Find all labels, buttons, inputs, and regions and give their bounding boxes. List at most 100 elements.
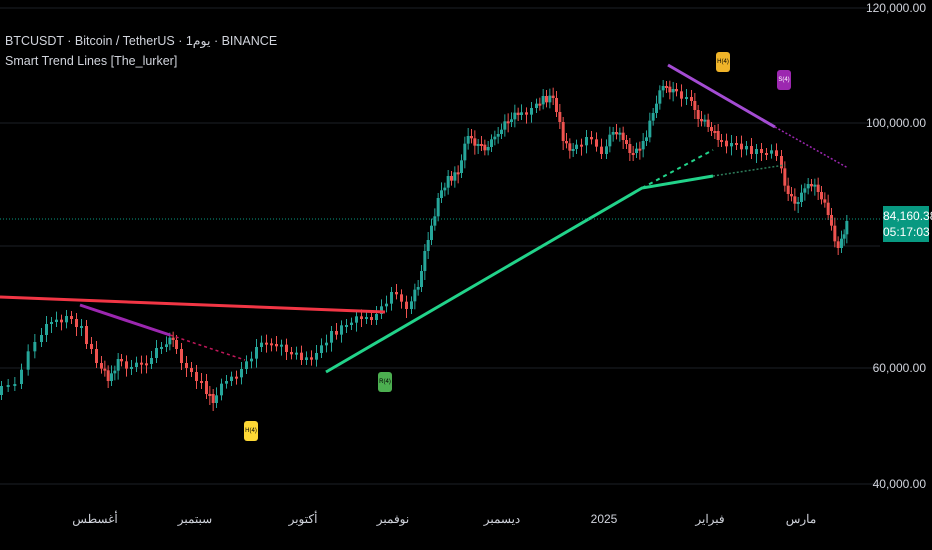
candle-body <box>648 120 652 138</box>
candle-body <box>375 314 378 320</box>
candle-body <box>605 146 608 154</box>
candle-body <box>413 289 417 302</box>
candle-body <box>595 139 598 147</box>
candle-body <box>480 144 483 146</box>
current-price: 84,160.38 <box>883 209 932 223</box>
candle-body <box>205 381 208 394</box>
candle-body <box>370 317 373 320</box>
current-price-badge[interactable]: 84,160.38 05:17:03 <box>883 206 932 242</box>
candle-body <box>535 103 538 108</box>
candle-body <box>360 316 363 319</box>
candle-body <box>575 144 578 149</box>
candle-body <box>783 168 787 186</box>
candle-body <box>703 119 707 122</box>
candle-body <box>380 306 383 314</box>
signal-marker[interactable]: R(4) <box>378 372 392 392</box>
candle-body <box>796 202 800 204</box>
candle-body <box>840 238 843 248</box>
candle-body <box>580 144 583 147</box>
candle-body <box>145 363 148 366</box>
candle-body <box>390 292 393 304</box>
candle-body <box>503 121 507 130</box>
candle-body <box>668 86 672 93</box>
candle-body <box>685 97 688 99</box>
candle-body <box>208 394 212 396</box>
candle-body <box>510 119 513 122</box>
downtrend-projection <box>774 126 849 169</box>
candle-body <box>456 172 460 175</box>
candle-body <box>300 352 303 360</box>
candle-body <box>493 136 497 140</box>
time-label: نوفمبر <box>376 512 410 526</box>
candle-body <box>365 317 368 319</box>
candle-body <box>65 316 68 323</box>
candle-body <box>765 153 768 155</box>
candle-body <box>426 240 430 251</box>
candle-body <box>690 97 693 101</box>
signal-marker[interactable]: H(4) <box>244 421 258 441</box>
bar-countdown: 05:17:03 <box>883 225 930 239</box>
candle-body <box>710 127 713 131</box>
candle-body <box>220 383 223 396</box>
candle-body <box>513 112 517 120</box>
downtrend-projection <box>169 334 246 361</box>
candle-body <box>110 373 113 381</box>
candle-body <box>813 184 817 187</box>
candle-body <box>450 176 453 181</box>
candle-body <box>335 331 338 335</box>
time-label: فبراير <box>695 512 725 526</box>
candle-body <box>40 335 43 342</box>
indicator-title[interactable]: Smart Trend Lines [The_lurker] <box>5 54 178 68</box>
time-label: سبتمبر <box>177 512 213 526</box>
candle-body <box>80 326 83 328</box>
candle-body <box>290 352 293 355</box>
time-label: أكتوبر <box>288 512 318 526</box>
candle-body <box>466 136 470 144</box>
candle-body <box>400 294 403 302</box>
candle-body <box>235 376 238 379</box>
candle-body <box>638 148 642 151</box>
candle-body <box>280 344 283 347</box>
candle-body <box>295 352 298 355</box>
candle-body <box>833 225 837 242</box>
candle-body <box>230 376 233 381</box>
candle-body <box>558 112 562 122</box>
downtrend-line <box>667 63 776 129</box>
candle-body <box>165 344 168 347</box>
candle-body <box>806 184 810 189</box>
candle-body <box>490 139 493 147</box>
candle-body <box>483 144 487 151</box>
candle-body <box>530 108 533 115</box>
support-extension <box>712 164 786 177</box>
candle-body <box>463 143 467 161</box>
candle-body <box>476 144 480 146</box>
candle-body <box>555 98 558 112</box>
candle-body <box>395 292 398 295</box>
candle-body <box>275 344 278 347</box>
price-tick: 60,000.00 <box>872 361 926 375</box>
candle-body <box>250 358 253 362</box>
candle-body <box>175 340 178 349</box>
candle-body <box>473 138 477 146</box>
symbol-title[interactable]: BTCUSDT · Bitcoin / TetherUS · 1يوم · BI… <box>5 34 278 48</box>
signal-marker[interactable]: S(4) <box>777 70 791 90</box>
candle-body <box>621 132 625 140</box>
candle-body <box>85 326 88 344</box>
candle-body <box>443 187 447 191</box>
trend-lines <box>0 63 849 374</box>
candle-body <box>120 359 123 362</box>
candle-body <box>645 137 648 141</box>
candle-body <box>95 349 98 363</box>
candle-body <box>125 361 128 369</box>
candle-body <box>740 143 743 150</box>
candle-body <box>320 345 323 353</box>
candle-body <box>770 150 773 154</box>
candle-body <box>350 322 353 325</box>
candle-body <box>655 103 658 113</box>
time-label: أغسطس <box>72 512 118 526</box>
candle-body <box>585 137 588 146</box>
candle-body <box>180 349 183 363</box>
signal-marker[interactable]: H(4) <box>716 52 730 72</box>
candle-body <box>500 129 503 134</box>
